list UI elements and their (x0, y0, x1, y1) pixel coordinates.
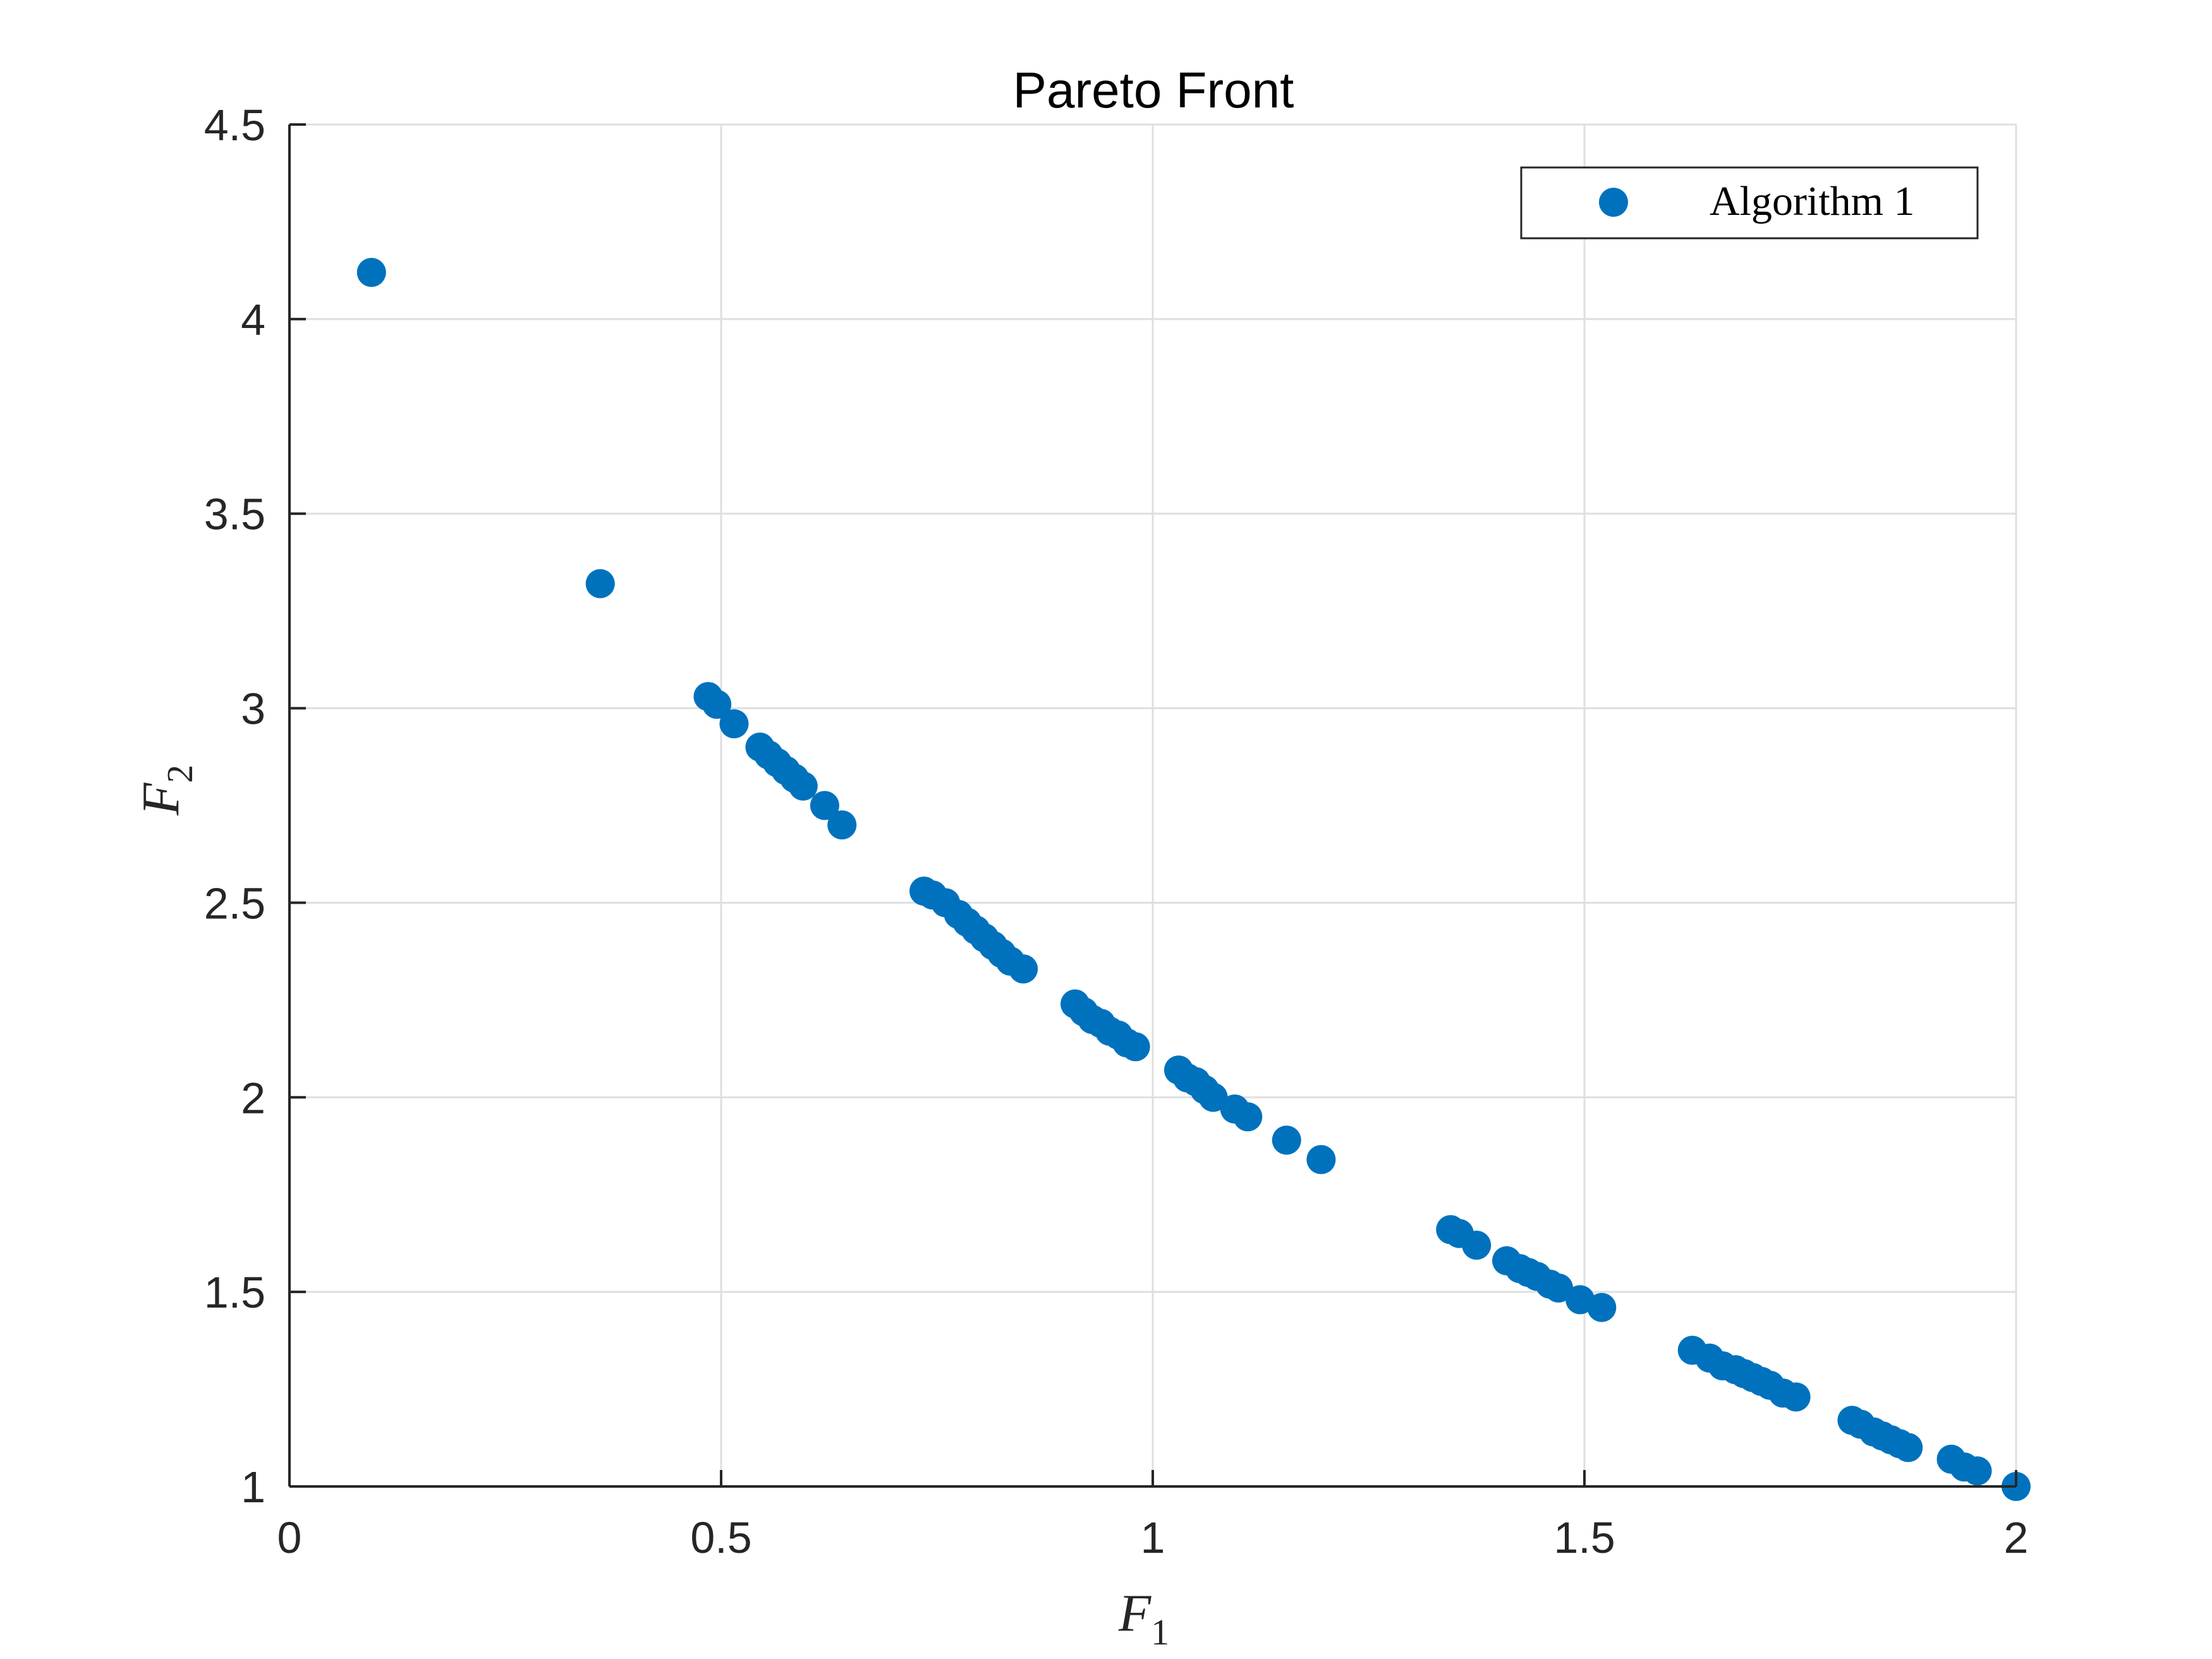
x-axis-label-sub: 1 (1151, 1612, 1169, 1653)
y-tick-label: 1.5 (204, 1268, 265, 1317)
y-axis-label: F2 (131, 765, 200, 816)
data-point (788, 771, 818, 801)
legend-box (1520, 166, 1979, 240)
data-point (719, 709, 749, 739)
x-tick-label: 2 (2004, 1513, 2029, 1562)
x-axis-label: F1 (1118, 1584, 1169, 1653)
tick-labels: 0 0.5 1 1.5 2 1 1.5 2 2.5 3 3.5 4 4.5 (204, 100, 2029, 1562)
y-tick-label: 2.5 (204, 878, 265, 928)
x-tick-label: 1 (1141, 1513, 1165, 1562)
y-axis-label-sub: 2 (159, 765, 200, 783)
data-point (1233, 1102, 1263, 1132)
y-tick-label: 4.5 (204, 100, 265, 150)
legend-marker (1599, 188, 1628, 217)
x-tick-label: 0 (277, 1513, 302, 1562)
data-point (1781, 1382, 1811, 1412)
data-point (1587, 1292, 1617, 1322)
y-tick-label: 3 (241, 684, 265, 734)
grid-lines (289, 123, 2017, 1486)
data-point (827, 810, 857, 840)
data-point (702, 690, 732, 719)
data-point (1272, 1126, 1301, 1155)
data-point (1009, 954, 1038, 984)
data-point (1962, 1456, 1992, 1486)
data-point (356, 257, 386, 287)
data-point (585, 569, 615, 599)
data-point (810, 791, 839, 820)
data-point (1198, 1083, 1228, 1112)
y-tick-label: 1 (241, 1462, 265, 1512)
chart-title: Pareto Front (1013, 62, 1294, 118)
legend: Algorithm 1 (1520, 166, 1979, 240)
data-point (1121, 1032, 1150, 1062)
y-axis-label-main: F (131, 782, 190, 816)
legend-label: Algorithm 1 (1710, 178, 1915, 224)
axes (288, 123, 2017, 1488)
data-points (356, 257, 2031, 1501)
x-tick-label: 1.5 (1553, 1513, 1615, 1562)
y-tick-label: 3.5 (204, 490, 265, 539)
y-tick-label: 4 (241, 295, 265, 344)
x-tick-label: 0.5 (690, 1513, 751, 1562)
x-axis-label-main: F (1118, 1584, 1152, 1643)
y-tick-label: 2 (241, 1073, 265, 1122)
data-point (1306, 1145, 1336, 1174)
data-point (1462, 1231, 1492, 1260)
data-point (1544, 1273, 1574, 1303)
data-point (1893, 1433, 1923, 1462)
